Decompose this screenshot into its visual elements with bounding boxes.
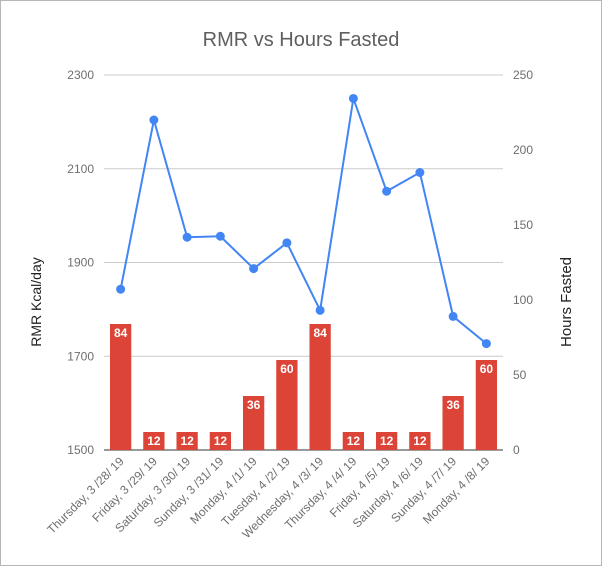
bar-data-label: 12 [147, 434, 161, 448]
line-point [149, 115, 159, 125]
bar [209, 432, 232, 450]
line-point [249, 264, 259, 274]
bar-data-label: 12 [180, 434, 194, 448]
left-tick-label: 1700 [67, 349, 94, 363]
right-tick-label: 150 [513, 218, 533, 232]
left-tick-label: 2100 [67, 162, 94, 176]
line-point [481, 339, 491, 349]
line-point [348, 93, 358, 103]
bar [109, 324, 132, 450]
right-tick-label: 100 [513, 293, 533, 307]
bar [309, 324, 331, 450]
line-point [448, 311, 458, 321]
bar-data-label: 12 [214, 434, 228, 448]
right-axis-ticks: 0 50 100 150 200 250 [513, 68, 533, 457]
bar [176, 432, 198, 450]
bar-data-label: 12 [380, 434, 394, 448]
left-tick-label: 1900 [67, 256, 94, 270]
bar [475, 360, 498, 450]
line-series [116, 93, 491, 349]
right-axis-label: Hours Fasted [558, 257, 575, 347]
left-tick-label: 2300 [67, 68, 94, 82]
bar-data-label: 60 [480, 362, 494, 376]
bar [375, 432, 398, 450]
line-point [116, 284, 126, 294]
left-axis-ticks: 1500 1700 1900 2100 2300 [67, 68, 94, 457]
left-axis-label: RMR Kcal/day [28, 257, 44, 346]
line-point [215, 231, 225, 241]
bar [442, 396, 464, 450]
bar [276, 360, 298, 450]
bar [342, 432, 365, 450]
line-point [282, 238, 292, 248]
bar-data-label: 84 [313, 326, 327, 340]
bar-data-label: 12 [413, 434, 427, 448]
line-point [382, 186, 392, 196]
bar-data-label: 60 [280, 362, 294, 376]
gridlines [104, 74, 503, 451]
right-tick-label: 50 [513, 368, 527, 382]
chart-title: RMR vs Hours Fasted [203, 29, 400, 51]
bar-data-label: 36 [247, 398, 261, 412]
bar-data-label: 84 [114, 326, 128, 340]
line-path [119, 98, 488, 345]
right-tick-label: 200 [513, 143, 533, 157]
right-tick-label: 0 [513, 443, 520, 457]
bar-data-label: 12 [347, 434, 361, 448]
left-tick-label: 1500 [67, 443, 94, 457]
line-point [315, 305, 325, 315]
line-point [415, 168, 425, 177]
bar [409, 432, 431, 450]
bar-series [109, 324, 498, 450]
bar [242, 396, 265, 450]
bar [143, 432, 165, 450]
data-labels: 84 12 12 12 36 60 84 12 12 12 36 60 [114, 326, 493, 448]
line-point [182, 232, 192, 242]
bar-data-label: 36 [446, 398, 460, 412]
right-tick-label: 250 [513, 68, 533, 82]
